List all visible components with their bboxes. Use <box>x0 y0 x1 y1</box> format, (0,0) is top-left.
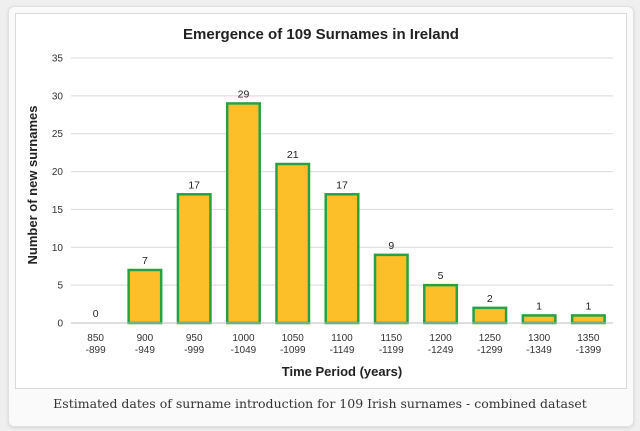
x-tick-label-end: -1349 <box>526 345 552 356</box>
x-tick-label-end: -1249 <box>428 345 454 356</box>
y-tick-label: 25 <box>52 129 64 140</box>
x-tick-label-end: -1049 <box>231 345 257 356</box>
x-tick-label-start: 1350 <box>577 333 600 344</box>
bar-value-label: 17 <box>336 179 348 191</box>
chart-title: Emergence of 109 Surnames in Ireland <box>183 26 459 43</box>
chart-container: Emergence of 109 Surnames in Ireland 0 5 1… <box>15 13 627 389</box>
bar <box>373 253 409 325</box>
bar <box>570 314 606 325</box>
bar-value-label: 29 <box>238 88 250 100</box>
y-axis-label: Number of new surnames <box>25 106 40 265</box>
bar <box>127 268 163 325</box>
bar <box>423 283 459 325</box>
bar-value-label: 1 <box>585 300 591 312</box>
bar-value-label: 2 <box>487 293 493 305</box>
x-tick-label-start: 1000 <box>232 333 255 344</box>
bar <box>176 193 212 325</box>
bar-value-label: 5 <box>438 270 444 282</box>
bar-value-label: 21 <box>287 149 299 161</box>
bar <box>275 162 311 325</box>
bar-value-label: 7 <box>142 255 148 267</box>
y-axis-ticks: 0 5 10 15 20 25 30 35 <box>52 54 64 330</box>
y-tick-label: 10 <box>52 243 64 254</box>
bar <box>472 306 508 325</box>
y-tick-label: 35 <box>52 54 64 65</box>
x-tick-label-end: -899 <box>86 345 106 356</box>
bar <box>324 193 360 325</box>
x-tick-label-end: -1099 <box>280 345 306 356</box>
x-tick-label-end: -1299 <box>477 345 503 356</box>
bars <box>127 102 606 325</box>
x-tick-label-start: 950 <box>186 333 203 344</box>
x-tick-label-start: 1300 <box>528 333 551 344</box>
x-tick-label-end: -949 <box>135 345 155 356</box>
figure-caption: Estimated dates of surname introduction … <box>53 396 587 411</box>
x-tick-label-start: 1250 <box>479 333 502 344</box>
x-axis-ticks: 850-899 900-949 950-999 1000-1049 1050-1099 1… <box>86 333 602 356</box>
x-tick-label-end: -1399 <box>576 345 602 356</box>
x-axis-label: Time Period (years) <box>282 364 402 379</box>
x-tick-label-end: -999 <box>184 345 204 356</box>
x-tick-label-start: 1050 <box>282 333 305 344</box>
x-tick-label-start: 1100 <box>331 333 353 344</box>
y-tick-label: 5 <box>57 281 63 292</box>
bar-value-label: 9 <box>388 240 394 252</box>
y-tick-label: 20 <box>52 167 64 178</box>
bar <box>521 314 557 325</box>
y-tick-label: 0 <box>57 319 63 330</box>
x-tick-label-start: 850 <box>87 333 104 344</box>
y-tick-label: 30 <box>52 91 64 102</box>
x-tick-label-start: 1200 <box>429 333 452 344</box>
x-tick-label-end: -1199 <box>379 345 404 356</box>
bar-value-label: 0 <box>93 308 99 320</box>
bar <box>225 102 261 325</box>
x-tick-label-start: 1150 <box>381 333 403 344</box>
bar-value-label: 1 <box>536 300 542 312</box>
bar-value-label: 17 <box>188 179 200 191</box>
y-tick-label: 15 <box>52 205 64 216</box>
x-tick-label-start: 900 <box>137 333 154 344</box>
bar-chart: Emergence of 109 Surnames in Ireland 0 5 1… <box>25 26 613 379</box>
x-tick-label-end: -1149 <box>330 345 355 356</box>
